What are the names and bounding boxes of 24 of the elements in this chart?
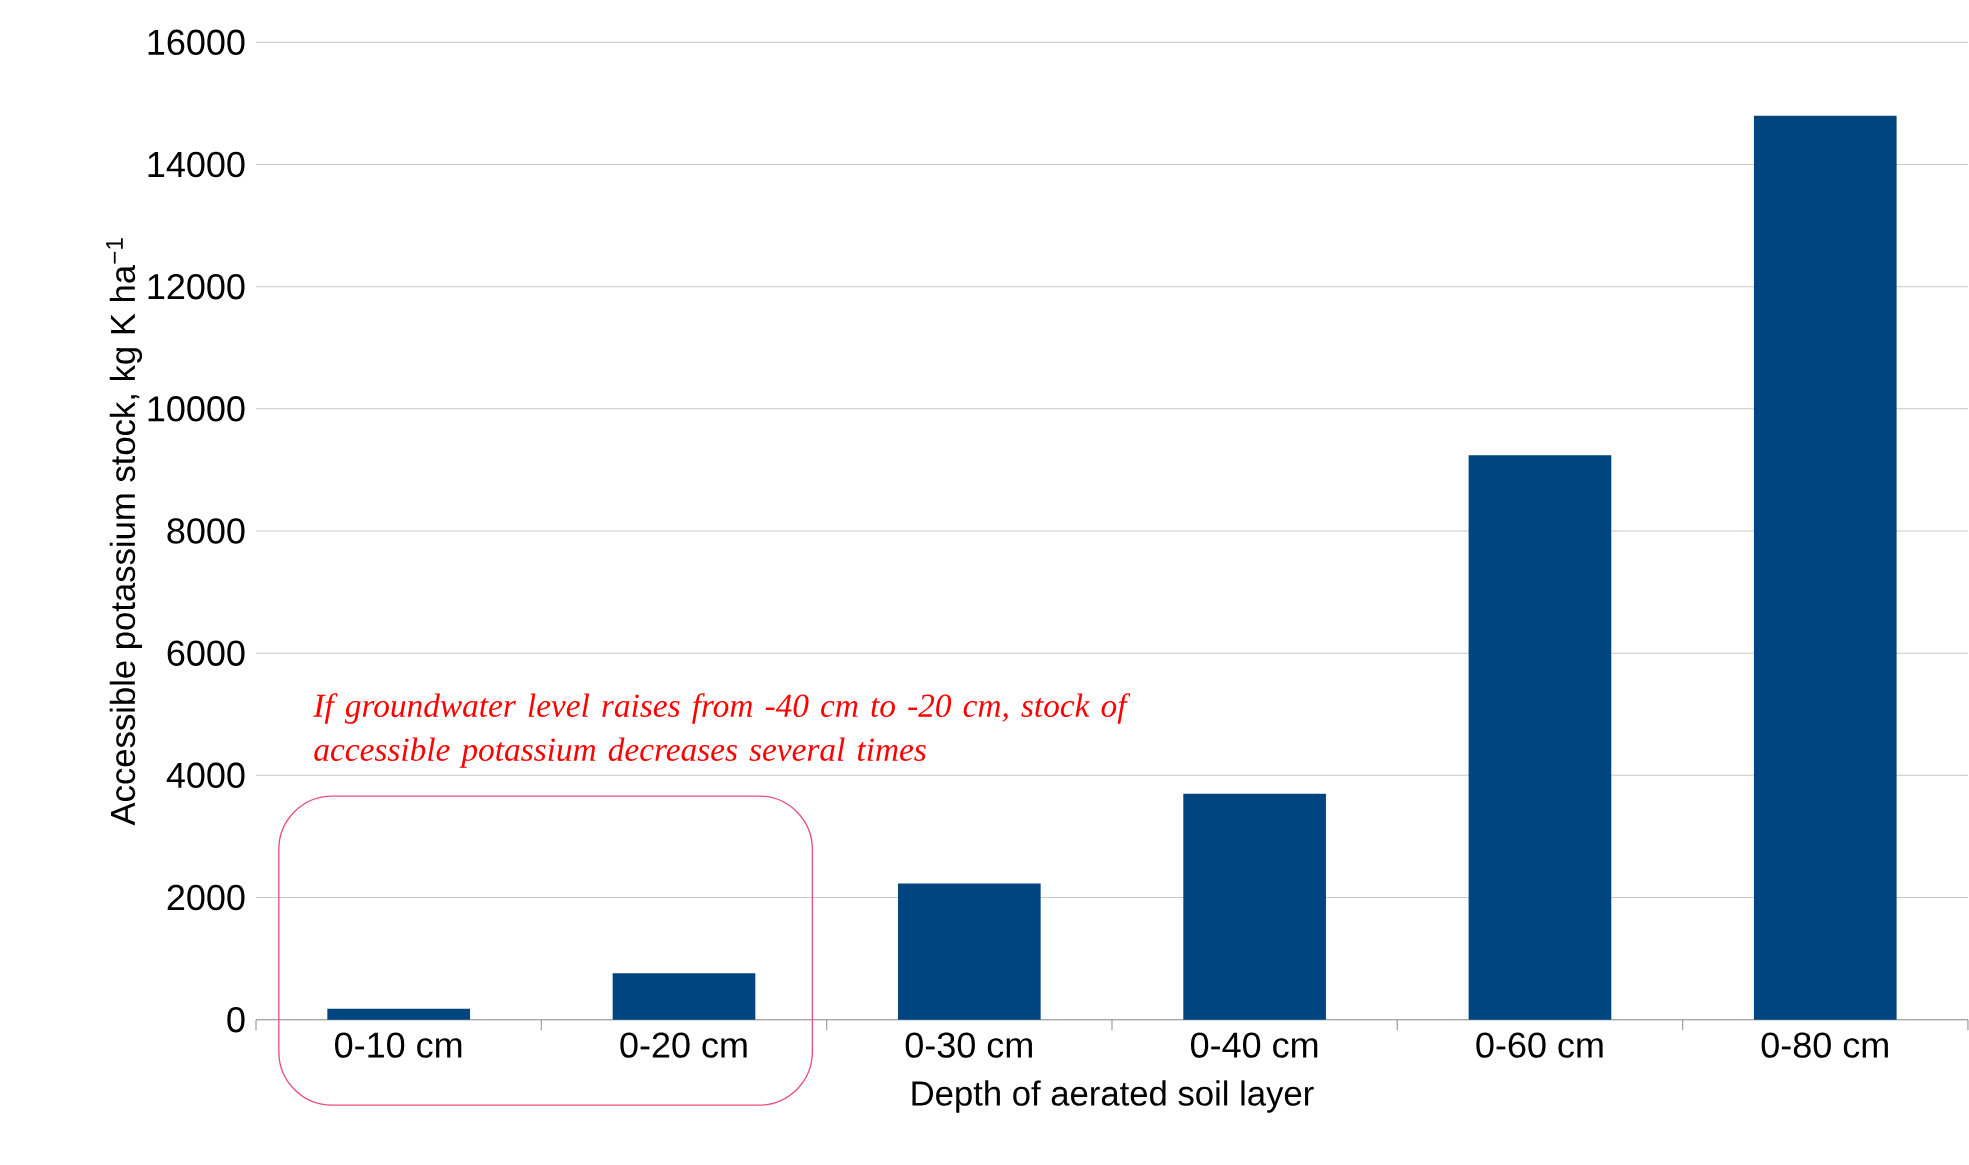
y-tick-label: 12000 [148,273,245,300]
bar [897,883,1041,1020]
y-tick-label: 6000 [167,640,245,666]
y-tick-label: 0 [227,1006,245,1033]
y-tick-label: 8000 [167,518,245,544]
bar [1753,115,1897,1020]
y-tick-label: 2000 [167,884,245,911]
bar [612,973,756,1020]
x-tick-label: 0-80 cm [1761,1032,1888,1058]
y-axis-title: Accessible potassium stock, kg K ha$^{−1}$ [106,238,143,826]
x-tick-label: 0-60 cm [1476,1032,1603,1058]
y-tick-label: 10000 [148,396,245,422]
x-tick-label: 0-40 cm [1191,1032,1318,1058]
bar [1468,455,1612,1020]
x-tick-label: 0-10 cm [335,1032,462,1058]
x-tick-label: 0-20 cm [620,1032,747,1058]
bar [327,1008,470,1020]
y-tick-label: 4000 [166,762,245,789]
y-tick-label: 16000 [148,29,245,56]
bar [1183,793,1326,1020]
x-axis-title: Depth of aerated soil layer [912,1080,1314,1113]
x-tick-label: 0-30 cm [905,1032,1032,1058]
y-tick-label: 14000 [148,151,245,178]
annotation: If groundwater level raises from -40 cm to -20 cm, stock of accessible potassium decreases several times [313,693,1131,768]
